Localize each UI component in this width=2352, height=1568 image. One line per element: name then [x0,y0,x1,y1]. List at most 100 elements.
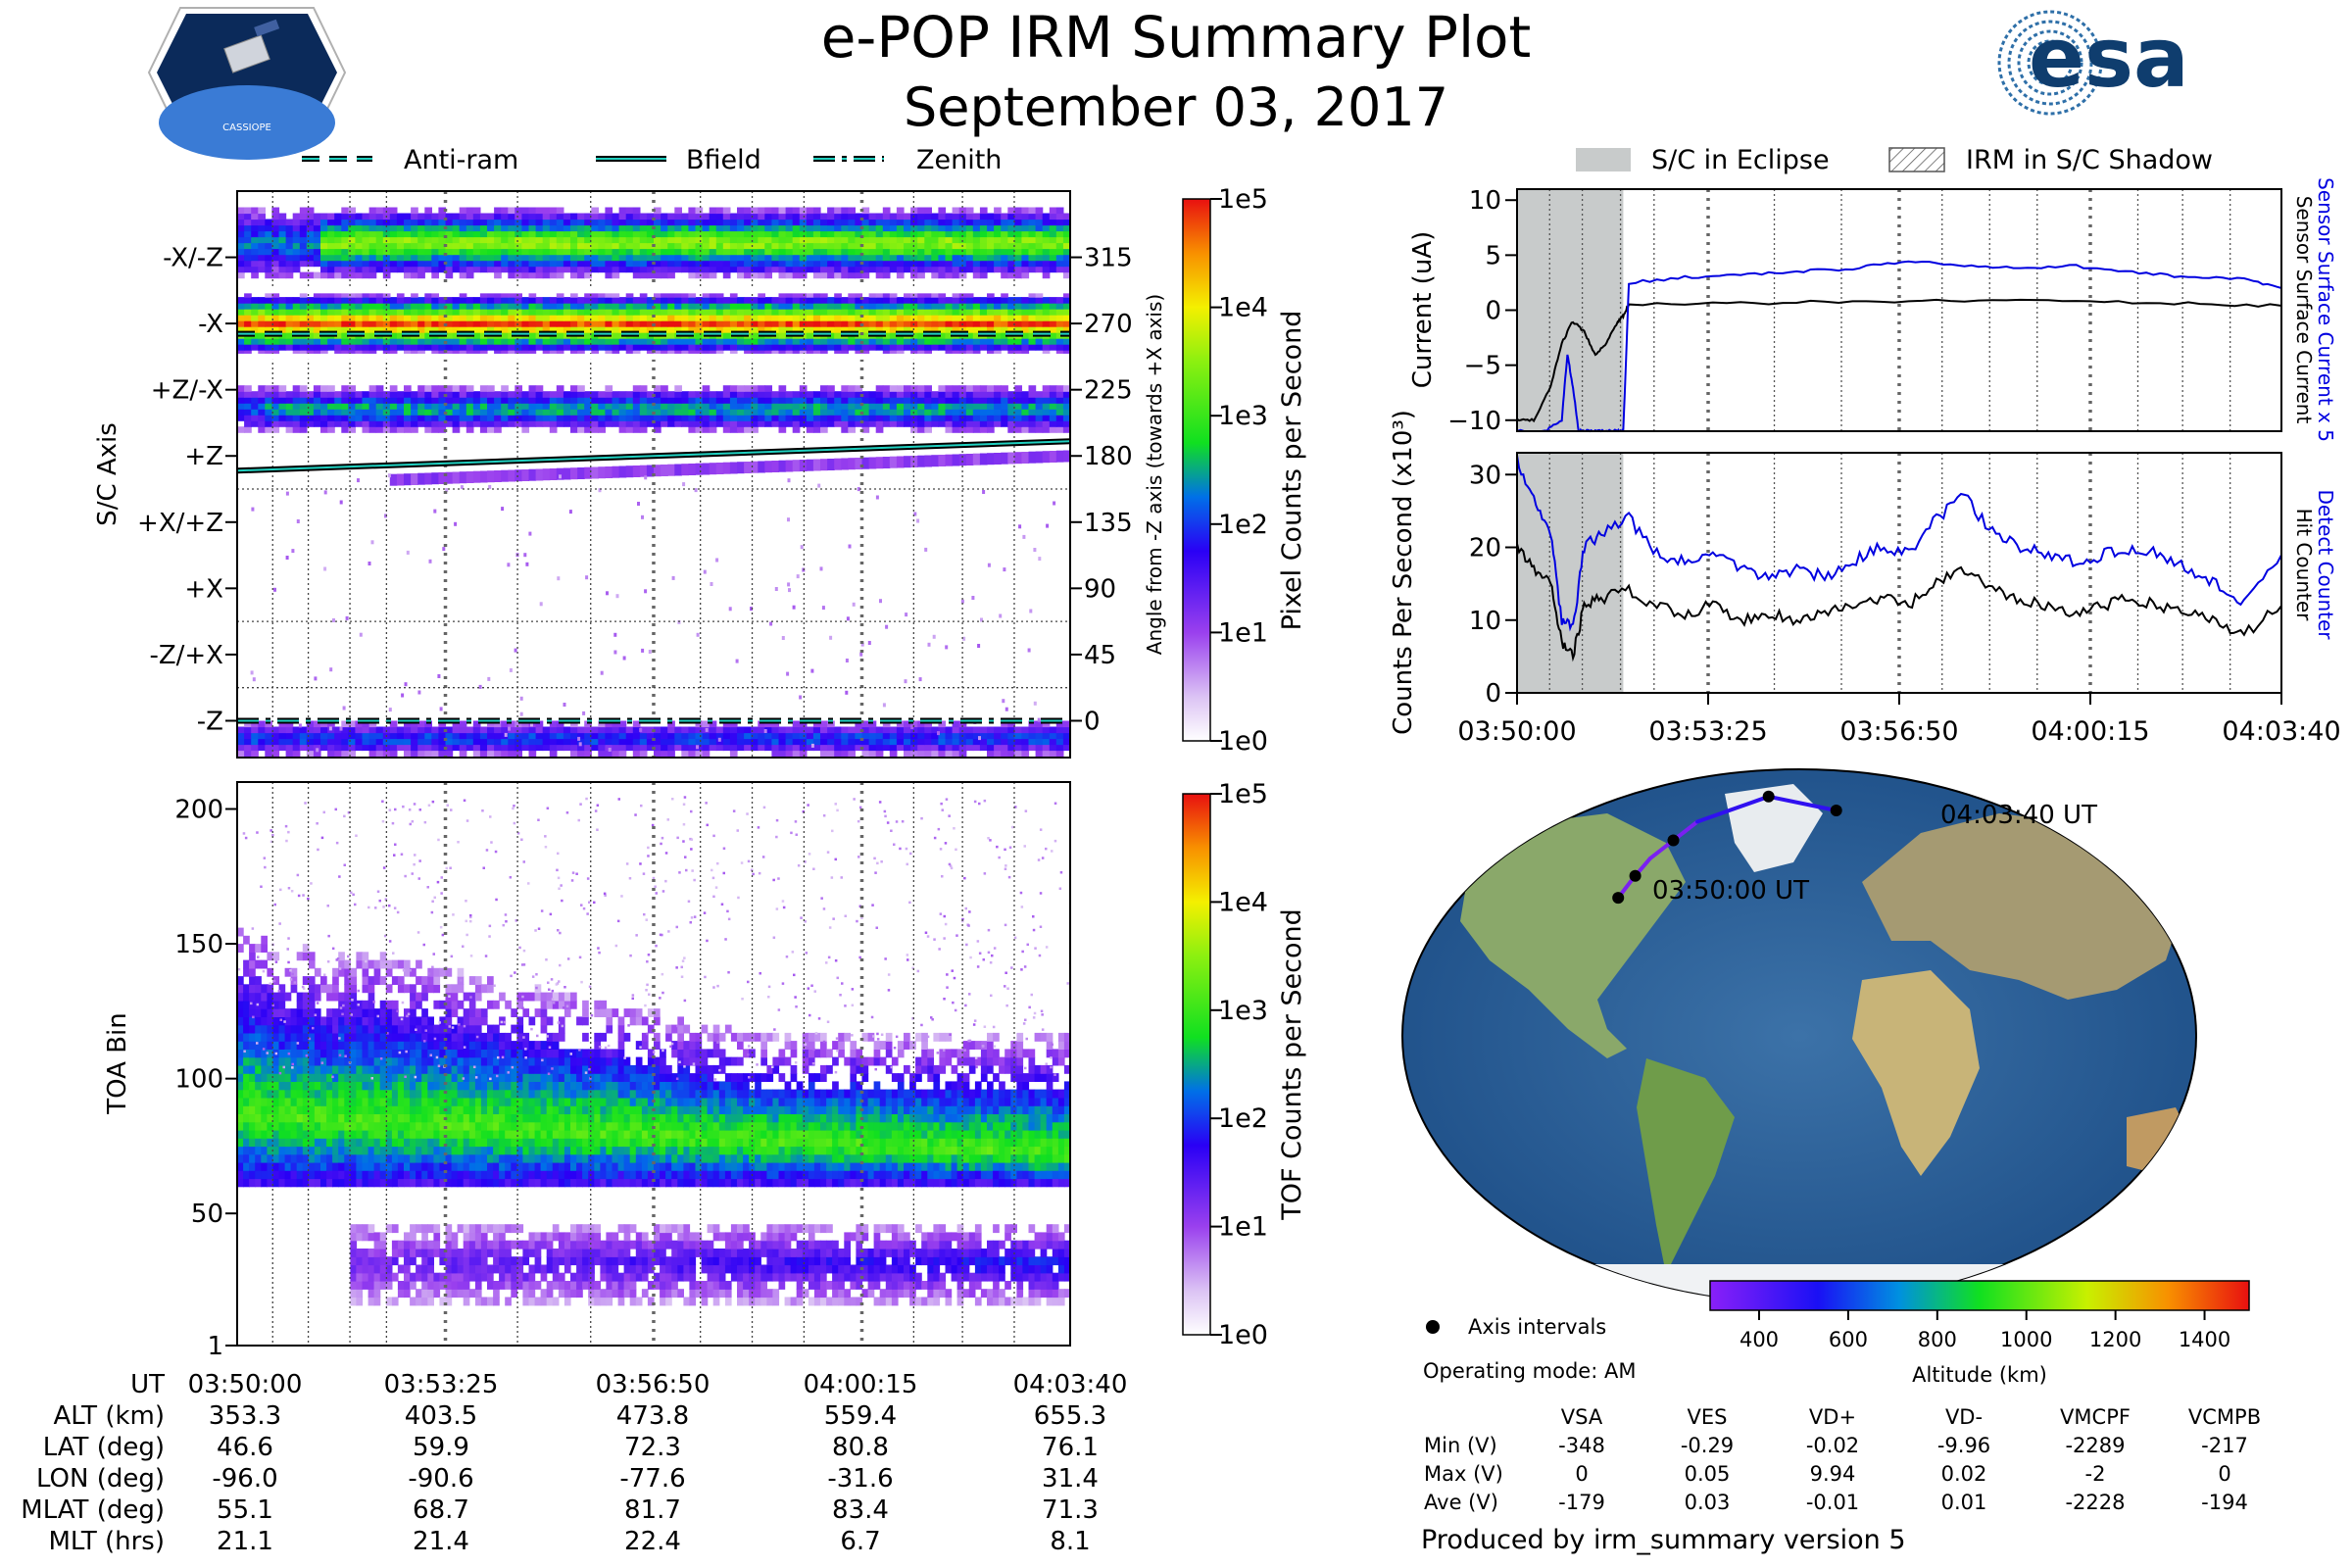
angle-heat-cell [487,415,495,421]
angle-heat-cell [368,266,377,273]
angle-heat-cell [744,219,752,226]
angle-heat-cell [702,254,710,262]
angle-heat-cell [306,420,315,427]
angle-heat-cell [688,744,697,752]
angle-heat-cell [625,297,634,304]
angle-heat-cell [382,207,391,215]
angle-heat-cell [910,332,918,339]
toa-heat-cell [296,1041,304,1050]
angle-heat-cell [1028,415,1037,421]
legend-item-bfield: Bfield [596,145,761,175]
angle-heat-cell [375,236,384,244]
angle-heat-cell [501,332,509,339]
angle-heat-cell [348,248,356,256]
toa-heat-cell [278,1032,286,1042]
angle-heat-cell [702,230,710,238]
angle-heat-cell [702,326,710,333]
angle-heat-cell [577,415,585,421]
angle-heat-cell [1049,403,1057,410]
angle-heat-cell [431,726,439,734]
angle-heat-cell [688,219,697,226]
angle-heat-cell [508,397,515,404]
angle-heat-cell [812,409,821,416]
angle-heat-cell [695,397,704,404]
angle-heat-cell [882,726,891,734]
angle-heat-cell [965,254,974,262]
angle-heat-cell [411,230,418,238]
angle-heat-cell [265,224,272,232]
angle-heat-cell [237,426,245,433]
angle-heat-cell [313,291,321,298]
angle-heat-cell [994,385,1002,392]
angle-heat-cell [591,207,599,215]
angle-heat-cell [292,420,301,427]
angle-heat-cell [244,266,252,273]
angle-heat-cell [715,338,724,345]
angle-heat-cell [570,403,578,410]
angle-heat-cell [1001,420,1008,427]
angle-heat-cell [472,420,481,427]
toa-heat-cell [290,1056,298,1066]
angle-heat-cell [785,219,794,226]
angle-heat-cell [965,291,974,298]
angle-heat-cell [931,254,939,262]
toa-heat-cell [332,1081,339,1091]
angle-heat-cell [646,224,655,232]
angle-heat-cell [487,213,495,220]
angle-heat-cell [1014,242,1022,250]
angle-heat-cell [323,490,327,495]
angle-heat-cell [542,744,551,752]
angle-heat-cell [1049,451,1057,463]
angle-heat-cell [508,224,515,232]
angle-heat-cell [299,409,308,416]
angle-heat-cell [917,738,925,746]
angle-heat-cell [654,738,662,746]
angle-heat-cell [771,397,780,404]
angle-heat-cell [889,420,898,427]
angle-heat-cell [299,213,308,220]
angle-heat-cell [855,219,863,226]
angle-heat-cell [952,260,960,268]
angle-heat-cell [251,254,259,262]
angle-heat-cell [994,420,1002,427]
angle-heat-cell [320,242,328,250]
toa-heat-cell [308,1073,316,1082]
angle-heat-cell [938,207,947,215]
angle-heat-cell [1007,303,1015,310]
angle-heat-cell [792,350,801,357]
angle-heat-cell [341,224,349,232]
angle-heat-cell [868,248,877,256]
angle-heat-cell [404,236,412,244]
angle-heat-cell [1021,415,1030,421]
angle-heat-cell [861,260,870,268]
angle-heat-cell [285,397,294,404]
angle-heat-cell [556,420,564,427]
angle-heat-cell [896,320,905,327]
angle-heat-cell [278,338,287,345]
angle-heat-cell [368,230,377,238]
angle-heat-cell [355,303,364,310]
angle-heat-cell [715,219,724,226]
angle-heat-cell [501,726,509,734]
angle-heat-cell [542,326,551,333]
angle-heat-cell [639,213,648,220]
angle-heat-cell [1035,254,1044,262]
angle-heat-cell [494,350,502,357]
angle-heat-cell [646,213,655,220]
angle-heat-cell [299,426,308,433]
angle-heat-cell [848,242,856,250]
angle-heat-cell [1055,219,1064,226]
angle-heat-cell [396,236,405,244]
angle-heat-cell [688,426,697,433]
angle-heat-cell [958,338,967,345]
angle-heat-cell [459,420,467,427]
angle-heat-cell [521,248,530,256]
angle-heat-cell [688,248,697,256]
angle-heat-cell [806,242,814,250]
angle-heat-cell [820,260,828,268]
angle-heat-cell [439,707,443,711]
angle-heat-cell [438,409,447,416]
angle-heat-cell [924,297,932,304]
toa-heat-cell [237,1153,244,1163]
angle-heat-cell [654,207,662,215]
